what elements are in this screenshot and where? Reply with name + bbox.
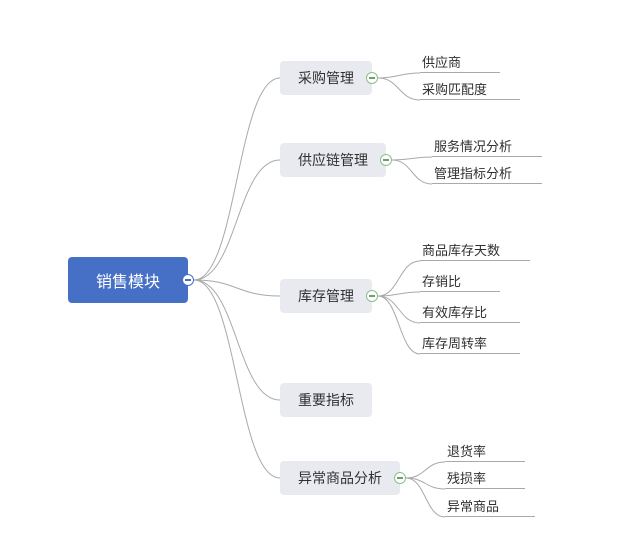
branch-supply-chain[interactable]: 供应链管理 (280, 143, 386, 177)
branch-label: 库存管理 (298, 286, 354, 306)
leaf-label: 存销比 (422, 271, 461, 290)
leaf-damage-rate[interactable]: 残损率 (445, 467, 525, 489)
toggle-b2-icon[interactable] (380, 154, 392, 166)
leaf-mgmt-metrics[interactable]: 管理指标分析 (432, 162, 542, 184)
leaf-supplier[interactable]: 供应商 (420, 51, 500, 73)
toggle-b3-icon[interactable] (366, 290, 378, 302)
leaf-label: 采购匹配度 (422, 79, 487, 98)
branch-label: 重要指标 (298, 390, 354, 410)
leaf-label: 管理指标分析 (434, 163, 512, 182)
leaf-abnormal-goods[interactable]: 异常商品 (445, 495, 535, 517)
leaf-label: 异常商品 (447, 496, 499, 515)
branch-label: 采购管理 (298, 68, 354, 88)
toggle-b5-icon[interactable] (394, 472, 406, 484)
leaf-label: 残损率 (447, 468, 486, 487)
leaf-label: 服务情况分析 (434, 136, 512, 155)
branch-label: 供应链管理 (298, 150, 368, 170)
mindmap-canvas: 销售模块 采购管理 供应链管理 库存管理 重要指标 异常商品分析 供应商 采购匹… (0, 0, 644, 555)
leaf-label: 有效库存比 (422, 302, 487, 321)
branch-inventory[interactable]: 库存管理 (280, 279, 372, 313)
root-node-label: 销售模块 (96, 268, 160, 292)
root-node[interactable]: 销售模块 (68, 257, 188, 303)
branch-label: 异常商品分析 (298, 468, 382, 488)
leaf-return-rate[interactable]: 退货率 (445, 440, 525, 462)
leaf-service-analysis[interactable]: 服务情况分析 (432, 135, 542, 157)
toggle-root-icon[interactable] (182, 274, 194, 286)
leaf-label: 供应商 (422, 52, 461, 71)
leaf-stock-days[interactable]: 商品库存天数 (420, 239, 530, 261)
leaf-label: 退货率 (447, 441, 486, 460)
leaf-turnover-rate[interactable]: 库存周转率 (420, 332, 520, 354)
toggle-b1-icon[interactable] (366, 72, 378, 84)
branch-abnormal-goods[interactable]: 异常商品分析 (280, 461, 400, 495)
branch-procurement[interactable]: 采购管理 (280, 61, 372, 95)
leaf-valid-stock-ratio[interactable]: 有效库存比 (420, 301, 520, 323)
leaf-stock-sales-ratio[interactable]: 存销比 (420, 270, 500, 292)
leaf-label: 库存周转率 (422, 333, 487, 352)
branch-key-metrics[interactable]: 重要指标 (280, 383, 372, 417)
leaf-procurement-match[interactable]: 采购匹配度 (420, 78, 520, 100)
leaf-label: 商品库存天数 (422, 240, 500, 259)
